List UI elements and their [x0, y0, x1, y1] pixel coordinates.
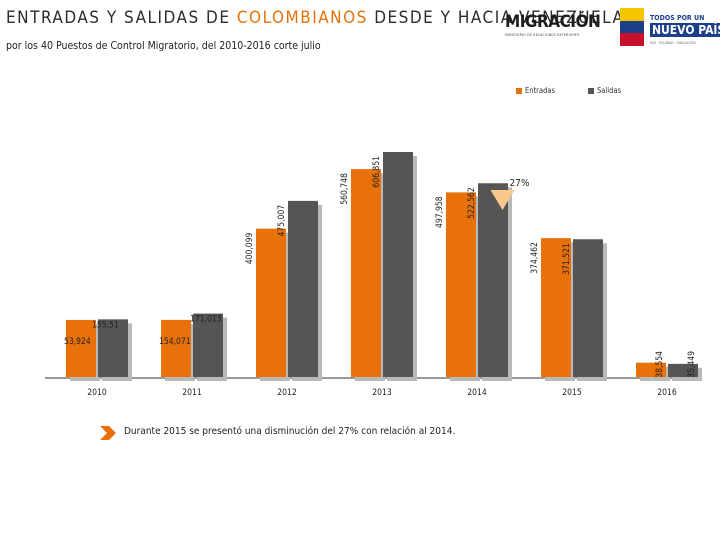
- bar-salidas-2013: [383, 151, 413, 377]
- bar-entradas-2016: [636, 362, 666, 377]
- bar-entradas-2012: [256, 228, 286, 377]
- page-subtitle: por los 40 Puestos de Control Migratorio…: [6, 40, 321, 52]
- government-logo-line-3: PAZ · EQUIDAD · EDUCACIÓN: [650, 41, 696, 45]
- x-tick-label-2012: 2012: [277, 388, 297, 398]
- bar-entradas-2014: [446, 192, 476, 377]
- data-label-entradas-2016: 38,554: [655, 351, 665, 378]
- data-label-entradas-2010: 53,924: [64, 337, 91, 347]
- data-label-salidas-2011: 171,013: [190, 315, 222, 325]
- data-label-salidas-2014: 522,562: [467, 187, 477, 219]
- bar-salidas-2016: [668, 363, 698, 377]
- x-tick-label-2015: 2015: [562, 388, 582, 398]
- data-label-entradas-2013: 560,748: [340, 173, 350, 205]
- government-logo-line-1: TODOS POR UN: [650, 14, 705, 22]
- legend-label-entradas: Entradas: [525, 86, 556, 95]
- bar-entradas-2015: [541, 238, 571, 377]
- bar-entradas-2013: [351, 169, 381, 377]
- bar-salidas-2011: [193, 313, 223, 377]
- colombia-crest-icon: [620, 8, 644, 46]
- bar-entradas-2010: [66, 319, 96, 377]
- data-label-entradas-2015: 374,462: [530, 242, 540, 274]
- data-label-salidas-2015: 371,521: [562, 243, 572, 275]
- data-label-entradas-2012: 400,099: [245, 233, 255, 265]
- bar-salidas-2014: [478, 183, 508, 377]
- x-tick-label-2010: 2010: [87, 388, 107, 398]
- legend-entry-salidas: Salidas: [588, 86, 621, 95]
- x-tick-label-2016: 2016: [657, 388, 677, 398]
- data-label-entradas-2014: 497,958: [435, 196, 445, 228]
- legend-swatch-salidas: [588, 88, 594, 94]
- data-label-salidas-2012: 475,007: [277, 205, 287, 237]
- x-tick-label-2014: 2014: [467, 388, 487, 398]
- page-title: ENTRADAS Y SALIDAS DE COLOMBIANOS DESDE …: [6, 8, 624, 28]
- bar-entradas-2011: [161, 319, 191, 377]
- migracion-logo-sub: MINISTERIO DE RELACIONES EXTERIORES: [505, 33, 580, 37]
- bar-salidas-2010: [98, 319, 128, 377]
- migracion-logo-name: MIGRACIÓN: [505, 12, 601, 32]
- annotation-triangle-icon: [490, 190, 515, 210]
- chevron-right-icon: [100, 426, 116, 440]
- legend-label-salidas: Salidas: [597, 86, 622, 95]
- government-logo-line-2: NUEVO PAÍS: [650, 23, 720, 37]
- data-label-salidas-2010: 155,51: [92, 320, 119, 330]
- legend-entry-entradas: Entradas: [516, 86, 555, 95]
- title-part-1: ENTRADAS Y SALIDAS DE: [6, 8, 237, 28]
- data-label-salidas-2016: 35,449: [687, 351, 697, 378]
- annotation-percent: 27%: [510, 178, 530, 189]
- data-label-entradas-2011: 154,071: [159, 337, 191, 347]
- bar-salidas-2012: [288, 200, 318, 377]
- government-logo: TODOS POR UN NUEVO PAÍS PAZ · EQUIDAD · …: [620, 6, 720, 50]
- footnote-text: Durante 2015 se presentó una disminución…: [124, 426, 456, 437]
- legend-swatch-entradas: [516, 88, 522, 94]
- x-tick-label-2013: 2013: [372, 388, 392, 398]
- migracion-logo: MIGRACIÓN MINISTERIO DE RELACIONES EXTER…: [503, 12, 605, 42]
- title-part-2: DESDE Y HACIA VENEZUELA: [367, 8, 625, 28]
- x-tick-label-2011: 2011: [182, 388, 202, 398]
- data-label-salidas-2013: 606,851: [372, 156, 382, 188]
- bar-salidas-2015: [573, 239, 603, 377]
- title-highlight: COLOMBIANOS: [236, 8, 368, 28]
